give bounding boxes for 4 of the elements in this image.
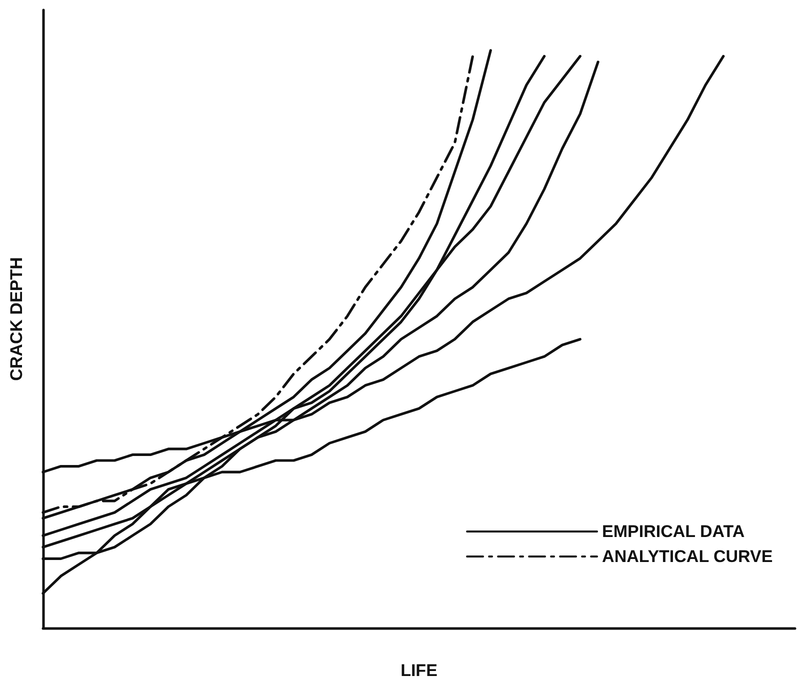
text: ANALYTICAL CURVE: [602, 547, 773, 566]
y-axis-title: CRACK DEPTH: [7, 257, 26, 381]
text: EMPIRICAL DATA: [602, 522, 745, 541]
x-axis-title: LIFE: [400, 661, 438, 680]
